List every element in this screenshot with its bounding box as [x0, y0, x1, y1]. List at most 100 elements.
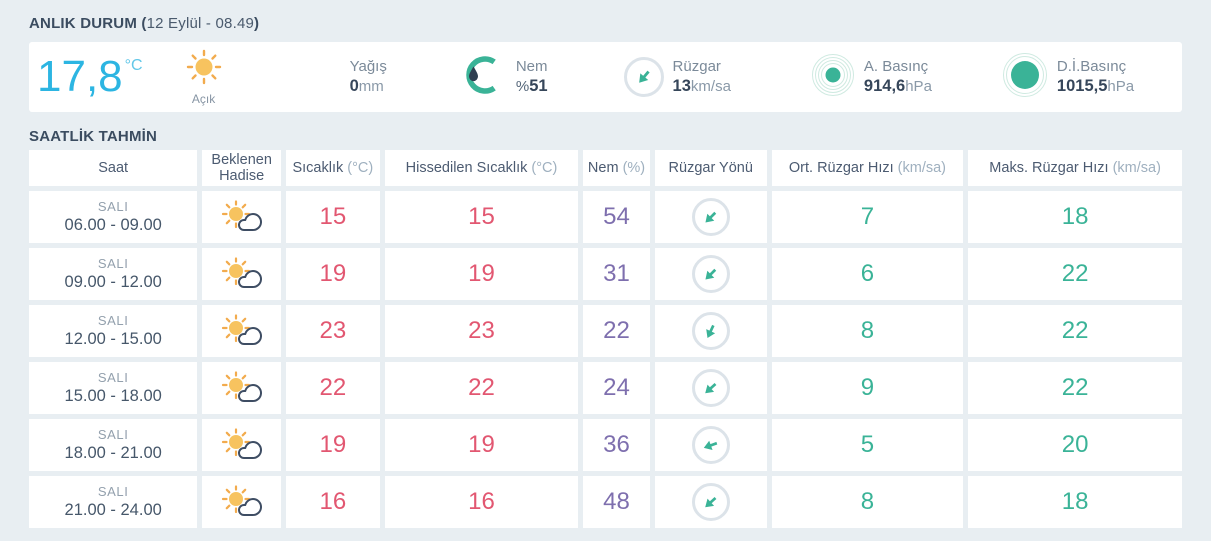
- sun-cloud-icon: [202, 248, 281, 300]
- current-status-title: ANLIK DURUM (12 Eylül - 08.49): [29, 15, 260, 32]
- precipitation-value: 0mm: [349, 77, 384, 95]
- col-header-max-wind: Maks. Rüzgar Hızı (km/sa): [968, 150, 1182, 186]
- table-row: SALI 06.00 - 09.00 15 15: [29, 191, 1182, 243]
- sun-cloud-icon: [202, 476, 281, 528]
- temperature-cell: 19: [285, 248, 380, 300]
- wind-direction-icon: [691, 426, 730, 464]
- wind-label: Rüzgar: [672, 58, 721, 75]
- humidity-label: Nem: [515, 58, 548, 75]
- col-header-feels-like: Hissedilen Sıcaklık (°C): [384, 150, 579, 186]
- col-header-expected-event: Beklenen Hadise: [202, 150, 281, 186]
- precipitation-group: Yağış 0mm: [341, 57, 387, 97]
- max-wind-cell: 18: [968, 476, 1182, 528]
- hourly-forecast-table: Saat Beklenen Hadise Sıcaklık (°C) Hisse…: [24, 145, 1187, 533]
- time-cell: SALI 21.00 - 24.00: [29, 476, 198, 528]
- hourly-forecast-title: SAATLİK TAHMİN: [29, 128, 158, 145]
- table-row: SALI 12.00 - 15.00 23 23: [29, 305, 1182, 357]
- pressure-value: 914,6hPa: [863, 77, 932, 95]
- sea-level-pressure-value: 1015,5hPa: [1056, 77, 1135, 95]
- col-header-wind-direction: Rüzgar Yönü: [654, 150, 767, 186]
- feels-like-cell: 16: [384, 476, 579, 528]
- current-condition: Açık: [185, 48, 223, 106]
- feels-like-cell: 15: [384, 191, 579, 243]
- col-header-temperature: Sıcaklık (°C): [285, 150, 380, 186]
- temperature-cell: 15: [285, 191, 380, 243]
- feels-like-cell: 19: [384, 419, 579, 471]
- humidity-cell: 24: [583, 362, 650, 414]
- pressure-icon: [811, 53, 855, 102]
- table-header-row: Saat Beklenen Hadise Sıcaklık (°C) Hisse…: [29, 150, 1182, 186]
- current-temperature-value: 17,8: [37, 52, 123, 101]
- wind-direction-icon: [623, 57, 664, 97]
- table-row: SALI 15.00 - 18.00 22 22: [29, 362, 1182, 414]
- current-status-label: ANLIK DURUM (: [29, 15, 147, 32]
- wind-direction-icon: [691, 369, 730, 407]
- avg-wind-cell: 6: [771, 248, 964, 300]
- table-row: SALI 18.00 - 21.00 19 19: [29, 419, 1182, 471]
- sea-level-pressure-icon: [1002, 52, 1048, 103]
- wind-direction-icon: [691, 312, 730, 350]
- time-cell: SALI 06.00 - 09.00: [29, 191, 198, 243]
- avg-wind-cell: 8: [771, 476, 964, 528]
- current-temperature-unit: °C: [124, 57, 143, 74]
- time-cell: SALI 09.00 - 12.00: [29, 248, 198, 300]
- precipitation-label: Yağış: [349, 58, 387, 75]
- humidity-gauge-icon: [463, 53, 507, 102]
- time-cell: SALI 15.00 - 18.00: [29, 362, 198, 414]
- humidity-cell: 54: [583, 191, 650, 243]
- humidity-cell: 31: [583, 248, 650, 300]
- max-wind-cell: 18: [968, 191, 1182, 243]
- wind-direction-cell: [654, 419, 767, 471]
- time-cell: SALI 12.00 - 15.00: [29, 305, 198, 357]
- feels-like-cell: 23: [384, 305, 579, 357]
- avg-wind-cell: 9: [771, 362, 964, 414]
- current-temperature: 17,8 °C: [37, 48, 143, 106]
- wind-direction-cell: [654, 248, 767, 300]
- avg-wind-cell: 8: [771, 305, 964, 357]
- col-header-avg-wind: Ort. Rüzgar Hızı (km/sa): [771, 150, 964, 186]
- wind-direction-cell: [654, 305, 767, 357]
- humidity-cell: 36: [583, 419, 650, 471]
- max-wind-cell: 20: [968, 419, 1182, 471]
- pressure-group: A. Basınç 914,6hPa: [811, 53, 932, 102]
- sun-cloud-icon: [202, 362, 281, 414]
- wind-value: 13km/sa: [672, 77, 731, 95]
- current-conditions-card: 17,8 °C Açık Yağış 0mm: [29, 42, 1182, 112]
- temperature-cell: 19: [285, 419, 380, 471]
- current-condition-label: Açık: [191, 92, 216, 106]
- feels-like-cell: 22: [384, 362, 579, 414]
- wind-direction-cell: [654, 476, 767, 528]
- table-row: SALI 21.00 - 24.00 16 16: [29, 476, 1182, 528]
- humidity-group: Nem %51: [463, 53, 548, 102]
- sun-cloud-icon: [202, 419, 281, 471]
- wind-direction-icon: [691, 483, 730, 521]
- wind-direction-icon: [691, 255, 730, 293]
- wind-direction-icon: [691, 198, 730, 236]
- feels-like-cell: 19: [384, 248, 579, 300]
- wind-direction-cell: [654, 362, 767, 414]
- current-status-date: 12 Eylül - 08.49: [146, 15, 255, 32]
- col-header-time: Saat: [29, 150, 198, 186]
- temperature-cell: 23: [285, 305, 380, 357]
- avg-wind-cell: 5: [771, 419, 964, 471]
- sun-cloud-icon: [202, 305, 281, 357]
- sun-icon: [185, 48, 223, 91]
- table-row: SALI 09.00 - 12.00 19 19: [29, 248, 1182, 300]
- sea-level-pressure-group: D.İ.Basınç 1015,5hPa: [1002, 52, 1134, 103]
- max-wind-cell: 22: [968, 362, 1182, 414]
- humidity-cell: 48: [583, 476, 650, 528]
- humidity-cell: 22: [583, 305, 650, 357]
- hourly-forecast-table-wrap: Saat Beklenen Hadise Sıcaklık (°C) Hisse…: [24, 145, 1187, 533]
- wind-group: Rüzgar 13km/sa: [623, 57, 731, 97]
- sun-cloud-icon: [202, 191, 281, 243]
- humidity-value: %51: [515, 77, 548, 95]
- temperature-cell: 16: [285, 476, 380, 528]
- wind-direction-cell: [654, 191, 767, 243]
- sea-level-pressure-label: D.İ.Basınç: [1056, 58, 1127, 75]
- pressure-label: A. Basınç: [863, 58, 929, 75]
- time-cell: SALI 18.00 - 21.00: [29, 419, 198, 471]
- temperature-cell: 22: [285, 362, 380, 414]
- col-header-humidity: Nem (%): [583, 150, 650, 186]
- avg-wind-cell: 7: [771, 191, 964, 243]
